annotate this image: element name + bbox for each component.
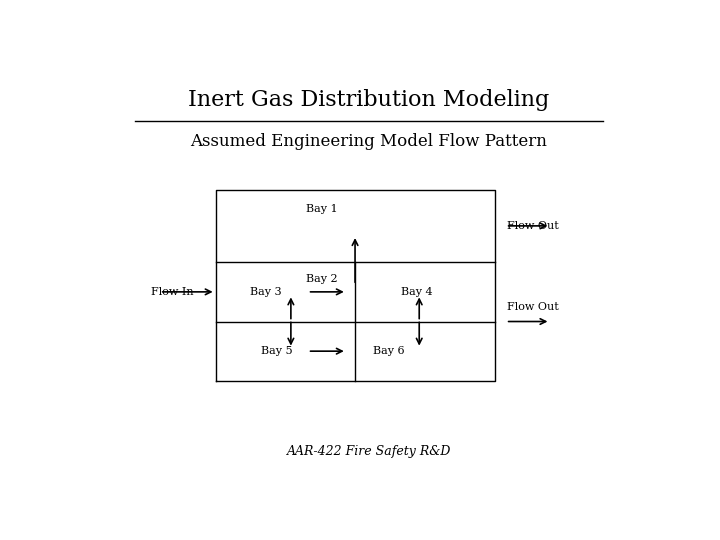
Text: Bay 2: Bay 2 bbox=[306, 274, 338, 284]
Text: Inert Gas Distribution Modeling: Inert Gas Distribution Modeling bbox=[189, 89, 549, 111]
Text: Flow In: Flow In bbox=[151, 287, 194, 297]
Text: Bay 5: Bay 5 bbox=[261, 346, 293, 356]
Text: AAR-422 Fire Safety R&D: AAR-422 Fire Safety R&D bbox=[287, 445, 451, 458]
Text: Bay 1: Bay 1 bbox=[306, 204, 338, 214]
Text: Flow Out: Flow Out bbox=[507, 221, 559, 231]
Text: Bay 4: Bay 4 bbox=[400, 287, 432, 297]
Text: Assumed Engineering Model Flow Pattern: Assumed Engineering Model Flow Pattern bbox=[191, 133, 547, 150]
Text: Bay 3: Bay 3 bbox=[250, 287, 282, 297]
Text: Flow Out: Flow Out bbox=[507, 302, 559, 312]
Text: Bay 6: Bay 6 bbox=[373, 346, 405, 356]
